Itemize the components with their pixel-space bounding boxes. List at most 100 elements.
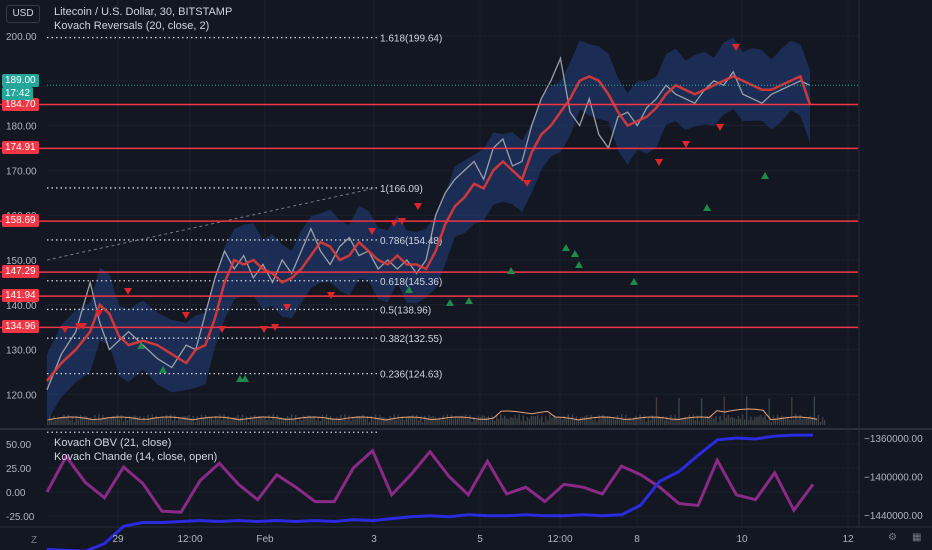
volume-bar: [487, 416, 490, 425]
volume-bar: [57, 417, 59, 425]
buy-marker: [761, 172, 769, 179]
volume-bar: [821, 416, 824, 425]
volume-bar: [252, 418, 254, 425]
volume-bar: [678, 397, 680, 425]
volume-bar: [313, 416, 315, 425]
settings-gear-icon[interactable]: ⚙: [888, 532, 897, 543]
time-tick-label: 29: [112, 534, 124, 545]
zoom-reset-button[interactable]: Z: [31, 535, 38, 546]
volume-bar: [446, 414, 449, 425]
volume-bar: [524, 420, 526, 425]
volume-bar: [141, 420, 143, 425]
volume-bar: [610, 418, 613, 425]
volume-bar: [807, 417, 809, 425]
time-tick-label: 8: [634, 534, 640, 545]
volume-bar: [264, 417, 266, 425]
volume-bar: [247, 422, 250, 425]
volume-bar: [397, 414, 399, 425]
time-tick-label: 10: [736, 534, 748, 545]
volume-bar: [268, 415, 270, 425]
volume-bar: [657, 415, 660, 425]
volume-bar: [475, 420, 477, 425]
indicator-legend-obv[interactable]: Kovach OBV (21, close): [54, 437, 172, 449]
price-tick-label: 200.00: [6, 32, 37, 43]
time-tick-label: 3: [371, 534, 377, 545]
volume-bar: [354, 418, 356, 425]
volume-bar: [170, 414, 172, 425]
volume-bar: [360, 416, 362, 425]
volume-bar: [102, 414, 104, 425]
volume-bar: [372, 420, 375, 425]
horizontal-levels[interactable]: [0, 84, 858, 329]
volume-bar: [379, 414, 381, 425]
volume-bar: [735, 419, 738, 425]
volume-bar: [459, 417, 461, 425]
volume-bar: [288, 417, 291, 425]
fib-level-label: 0.786(154.48): [380, 236, 442, 247]
volume-bar: [317, 416, 319, 425]
volume-bar: [208, 417, 211, 425]
volume-bar: [592, 420, 594, 425]
volume-bar: [450, 414, 453, 425]
indicator-legend-reversals[interactable]: Kovach Reversals (20, close, 2): [54, 20, 210, 32]
volume-bar: [309, 415, 311, 425]
volume-bar: [383, 417, 385, 425]
volume-bar: [190, 418, 192, 425]
volume-bar: [100, 418, 102, 425]
volume-bar: [420, 416, 422, 425]
sell-marker: [368, 228, 376, 235]
volume-bar: [727, 414, 729, 425]
buy-marker: [575, 261, 583, 268]
volume-bar: [120, 414, 123, 425]
volume-bar: [315, 420, 317, 425]
volume-bar: [407, 416, 410, 425]
volume-bar: [688, 414, 690, 425]
volume-bar: [612, 417, 615, 425]
volume-bar: [793, 419, 795, 425]
volume-bar: [569, 419, 572, 425]
volume-bar: [748, 419, 750, 425]
volume-bar: [426, 418, 428, 425]
volume-bar: [385, 417, 387, 425]
volume-bar: [594, 416, 596, 425]
volume-bar: [506, 418, 508, 425]
volume-bar: [442, 415, 444, 425]
volume-bar: [235, 416, 237, 425]
volume-bar: [625, 414, 627, 425]
indicator-legend-chande[interactable]: Kovach Chande (14, close, open): [54, 451, 218, 463]
volume-bar: [469, 414, 471, 425]
volume-bar: [245, 416, 248, 425]
volume-bar: [90, 417, 92, 425]
volume-bar: [381, 416, 383, 425]
volume-bar: [262, 418, 264, 425]
volume-bar: [69, 420, 71, 425]
sell-marker: [124, 288, 132, 295]
volume-bar: [698, 421, 701, 425]
volume-bar: [284, 417, 287, 425]
volume-bar: [457, 418, 459, 425]
volume-bar: [229, 419, 231, 425]
auto-scale-icon[interactable]: ▦: [912, 532, 922, 543]
volume-bar: [817, 415, 820, 425]
volume-bar: [823, 420, 826, 425]
volume-bar: [623, 419, 625, 425]
volume-bar: [811, 417, 813, 425]
sell-marker: [414, 203, 422, 210]
sell-marker: [398, 218, 406, 225]
volume-bar: [430, 416, 432, 425]
volume-bar: [782, 416, 785, 425]
volume-bar: [741, 414, 744, 425]
volume-bar: [329, 415, 332, 425]
volume-bar: [391, 418, 393, 425]
volume-bar: [643, 415, 645, 425]
currency-button[interactable]: USD: [6, 5, 40, 23]
volume-bar: [717, 421, 719, 425]
volume-bar: [555, 417, 557, 425]
fibonacci-levels[interactable]: 1.618(199.64) 1(166.09) 0.786(154.48) 0.618…: [46, 34, 442, 433]
sell-marker: [716, 124, 724, 131]
volume-bar: [79, 414, 82, 425]
kovach-chande-line: [45, 448, 815, 514]
volume-bar: [547, 420, 549, 425]
volume-bar: [340, 414, 342, 425]
